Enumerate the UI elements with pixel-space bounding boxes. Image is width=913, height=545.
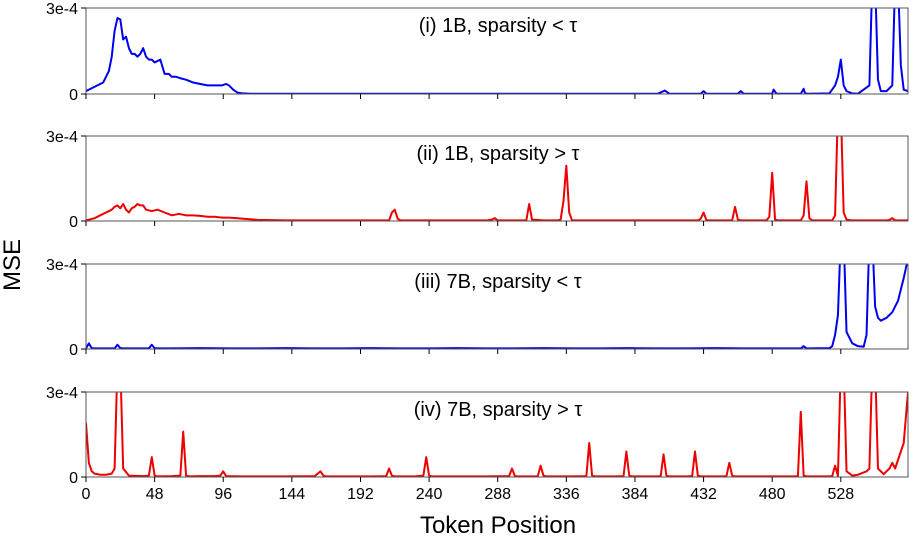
x-tick-label: 336 [553,486,580,503]
panel-frame [85,391,909,478]
x-axis: 0 48 96 144 192 240 288 336 384 432 480 528 [82,486,855,503]
y-tick-label: 0 [69,87,78,104]
y-axis-label: MSE [0,239,26,291]
x-tick-label: 528 [827,486,854,503]
series-line-2 [86,136,908,221]
x-tick-label: 288 [484,486,511,503]
x-tick-label: 0 [82,486,91,503]
x-tick-label: 240 [416,486,443,503]
x-tick-label: 432 [690,486,717,503]
x-tick-label: 96 [214,486,232,503]
series-line-3 [86,264,908,349]
panel-frame [85,135,909,222]
panel-title: (i) 1B, sparsity < τ [419,15,578,37]
x-tick-label: 480 [759,486,786,503]
panel-title: (iv) 7B, sparsity > τ [414,399,583,421]
y-tick-label: 0 [69,470,78,487]
panel-frame [85,7,909,95]
panel-1: 0 3e-4 (i) 1B, sparsity < τ [46,1,909,104]
y-tick-label: 3e-4 [46,385,78,402]
x-tick-label: 192 [347,486,374,503]
y-tick-label: 3e-4 [46,129,78,146]
panel-title: (ii) 1B, sparsity > τ [417,143,580,165]
x-tick-label: 48 [146,486,164,503]
x-axis-label: Token Position [420,512,576,539]
panel-title: (iii) 7B, sparsity < τ [414,271,581,293]
y-tick-label: 3e-4 [46,257,78,274]
panel-frame [85,263,909,350]
series-line-4 [86,392,908,477]
y-tick-label: 3e-4 [46,1,78,18]
x-tick-label: 384 [622,486,649,503]
y-tick-label: 0 [69,214,78,231]
panels: 0 3e-4 (i) 1B, sparsity < τ 0 3e-4 (ii) 1B, s… [46,1,909,487]
panel-3: 0 3e-4 (iii) 7B, sparsity < τ [46,257,909,359]
panel-2: 0 3e-4 (ii) 1B, sparsity > τ [46,129,909,231]
panel-4: 0 3e-4 (iv) 7B, sparsity > τ [46,385,909,487]
x-tick-label: 144 [279,486,306,503]
y-tick-label: 0 [69,342,78,359]
